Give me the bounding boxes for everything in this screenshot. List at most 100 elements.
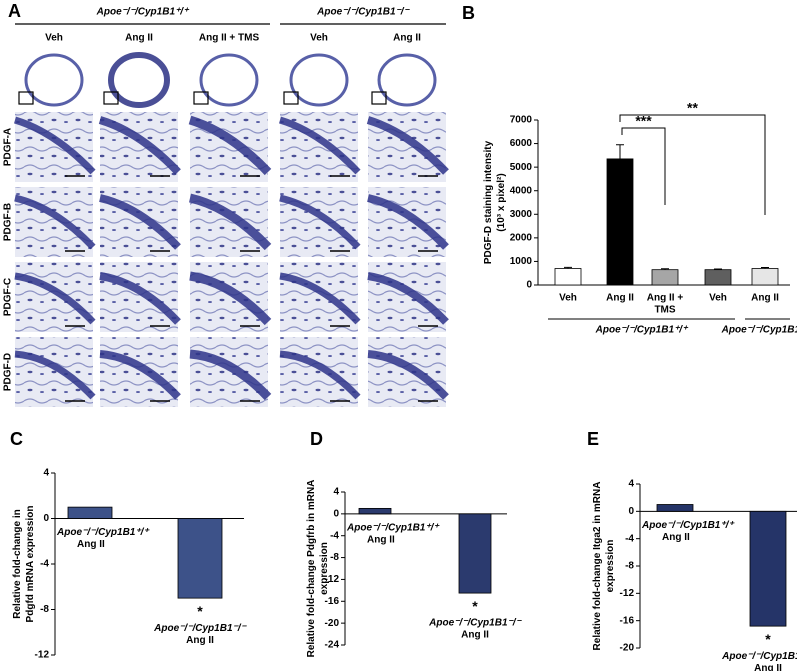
vessel-wall [13,116,96,175]
histology-image [280,262,358,332]
x-tick-label: Apoe⁻/⁻/Cyp1B1⁺/⁺ [346,522,440,533]
vessel-thumbnail [108,52,170,108]
column-label: Ang II [393,33,421,44]
y-tick-label: 0 [526,280,532,291]
bar [358,507,392,515]
y-axis-label: (10³ x pixel²) [496,173,507,231]
error-bar [761,267,769,269]
vessel-wall [278,116,361,175]
y-tick-label: 6000 [510,138,533,149]
y-tick-label: -20 [620,643,635,654]
vessel-wall [188,193,272,251]
vessel-wall [279,194,361,250]
vessel-thumbnail [289,53,349,107]
histology-image [100,337,178,407]
vessel-wall [279,272,361,325]
bar [67,506,113,519]
vessel-wall [14,350,96,400]
y-tick-label: -24 [325,640,340,651]
x-tick-label: Ang II [754,663,782,671]
y-tick-label: -12 [35,650,50,661]
error-bar [714,268,722,270]
row-label: PDGF-C [3,278,14,316]
error-bar [564,266,572,269]
vessel-wall [14,194,96,250]
group-header: Apoe⁻/⁻/Cyp1B1⁻/⁻ [316,7,410,18]
vessel-thumbnail [199,53,259,107]
bar [651,269,679,286]
histology-image [15,337,93,407]
y-tick-label: -20 [325,618,340,629]
panel-letter: D [310,429,323,449]
x-tick-label: Ang II [186,635,214,646]
bar [177,518,223,599]
histology-image [100,262,178,332]
y-tick-label: 4 [628,479,634,490]
y-tick-label: 1000 [510,256,533,267]
x-tick-label: Apoe⁻/⁻/Cyp1B1⁺/⁺ [56,527,150,538]
y-axis-label: expression [319,542,330,595]
x-tick-label: Ang II [461,630,489,641]
y-axis-label: PDGF-D staining intensity [483,140,494,264]
column-label: Ang II [125,33,153,44]
y-tick-label: -16 [325,596,340,607]
x-tick-label: Ang II [751,293,779,304]
panel-letter: C [10,429,23,449]
column-label: Veh [310,33,328,44]
vessel-thumbnail [24,53,84,107]
y-tick-label: 0 [628,506,634,517]
bar [606,158,634,286]
x-tick-label: TMS [654,305,675,316]
x-tick-label: Ang II [606,293,634,304]
y-tick-label: -8 [330,552,339,563]
x-tick-label: Apoe⁻/⁻/Cyp1B1⁺/⁺ [641,520,735,531]
row-label: PDGF-D [3,353,14,391]
y-tick-label: 7000 [510,115,533,126]
bar [458,513,492,594]
row-label: PDGF-B [3,203,14,241]
vessel-wall [14,272,96,325]
error-bar [616,144,624,159]
x-tick-label: Veh [559,293,577,304]
vessel-wall [367,350,449,400]
vessel-wall [99,350,181,400]
y-tick-label: -4 [625,533,634,544]
x-tick-label: Ang II [77,539,105,550]
column-label: Ang II + TMS [199,33,260,44]
y-tick-label: 3000 [510,209,533,220]
panel-letter: E [587,429,599,449]
y-tick-label: -8 [625,561,634,572]
histology-image [280,187,358,257]
x-tick-label: Apoe⁻/⁻/Cyp1B1⁻/⁻ [153,623,247,634]
significance-mark: * [197,603,203,619]
row-label: PDGF-A [3,128,14,166]
x-tick-label: Apoe⁻/⁻/Cyp1B1⁻/⁻ [428,618,522,629]
significance-mark: *** [635,113,652,129]
y-tick-label: 0 [43,513,49,524]
x-tick-label: Apoe⁻/⁻/Cyp1B1⁻/⁻ [721,651,797,662]
significance-bracket [619,114,766,215]
y-axis-label: Relative fold-change Itga2 in mRNA [592,482,603,651]
histology-image [280,337,358,407]
histology-image [368,262,446,332]
vessel-wall [188,115,272,176]
zoom-box [283,91,299,105]
vessel-wall [99,272,181,325]
significance-mark: ** [687,100,698,116]
y-tick-label: 0 [333,508,339,519]
group-label: Apoe⁻/⁻/Cyp1B1⁻/⁻ [721,325,797,336]
histology-image [190,262,268,332]
histology-image [15,187,93,257]
zoom-box [193,91,209,105]
vessel-wall [189,349,272,401]
vessel-wall [367,194,449,250]
y-tick-label: -4 [40,559,49,570]
y-tick-label: 4 [43,468,49,479]
y-tick-label: -16 [620,615,635,626]
vessel-wall [366,116,449,175]
y-tick-label: 4 [333,487,339,498]
y-tick-label: -4 [330,530,339,541]
x-tick-label: Ang II [367,534,395,545]
